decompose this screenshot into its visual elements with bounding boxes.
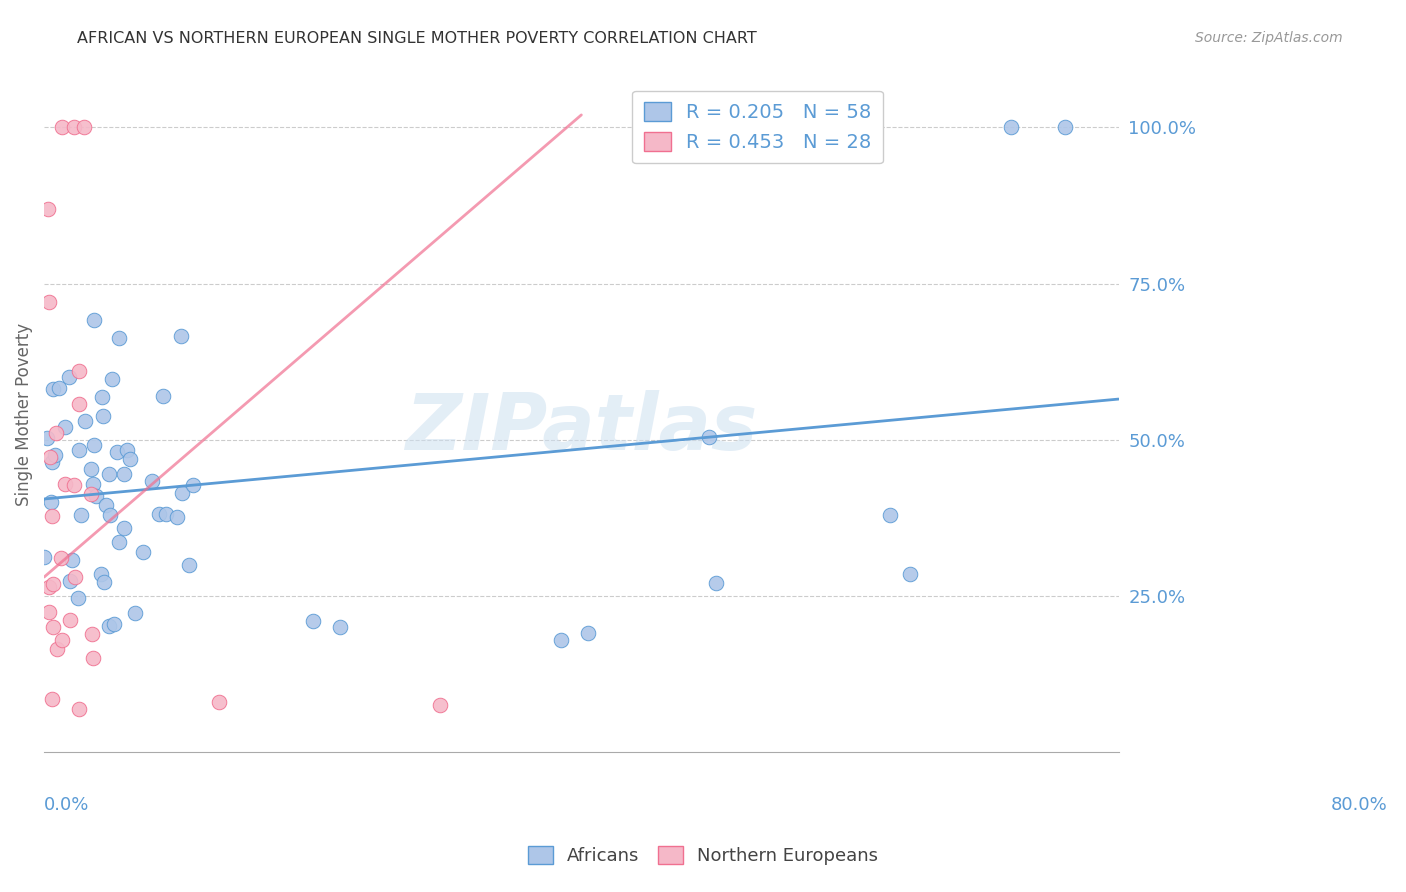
Point: [45, 642, 67, 657]
Point: [48, 381, 70, 395]
Point: [124, 607, 146, 621]
Point: [152, 388, 174, 402]
Point: [169, 329, 191, 343]
Point: [63, 570, 86, 584]
Point: [181, 478, 204, 492]
Point: [67, 364, 90, 378]
Y-axis label: Single Mother Poverty: Single Mother Poverty: [15, 323, 32, 507]
Point: [155, 507, 177, 521]
Point: [97, 467, 120, 481]
Point: [704, 576, 727, 591]
Point: [115, 442, 138, 457]
Point: [63, 478, 86, 492]
Point: [166, 509, 188, 524]
Point: [697, 429, 720, 443]
Point: [1053, 120, 1076, 135]
Point: [42, 620, 65, 634]
Point: [107, 331, 129, 345]
Point: [51, 632, 73, 647]
Point: [93, 574, 115, 589]
Text: Source: ZipAtlas.com: Source: ZipAtlas.com: [1195, 31, 1343, 45]
Point: [91, 409, 114, 424]
Point: [80, 462, 103, 476]
Point: [141, 474, 163, 488]
Point: [208, 695, 231, 709]
Point: [41, 691, 63, 706]
Point: [38, 450, 60, 465]
Point: [112, 521, 135, 535]
Point: [32, 549, 55, 564]
Point: [62, 120, 84, 135]
Point: [42, 577, 65, 591]
Point: [60, 553, 83, 567]
Point: [41, 382, 63, 396]
Point: [44, 448, 66, 462]
Point: [82, 651, 104, 665]
Point: [35, 431, 58, 445]
Point: [69, 508, 91, 523]
Text: 0.0%: 0.0%: [44, 796, 90, 814]
Point: [38, 580, 60, 594]
Point: [67, 443, 90, 458]
Point: [59, 613, 82, 627]
Point: [90, 390, 112, 404]
Point: [67, 702, 90, 716]
Point: [37, 202, 59, 216]
Point: [90, 566, 112, 581]
Point: [66, 591, 89, 606]
Point: [103, 616, 125, 631]
Point: [51, 120, 73, 135]
Point: [97, 619, 120, 633]
Point: [301, 614, 323, 628]
Point: [148, 507, 170, 521]
Point: [429, 698, 451, 712]
Point: [879, 508, 901, 522]
Point: [59, 574, 82, 589]
Point: [94, 498, 117, 512]
Point: [41, 454, 63, 468]
Text: AFRICAN VS NORTHERN EUROPEAN SINGLE MOTHER POVERTY CORRELATION CHART: AFRICAN VS NORTHERN EUROPEAN SINGLE MOTH…: [77, 31, 756, 46]
Point: [49, 551, 72, 566]
Point: [41, 508, 63, 523]
Point: [82, 477, 104, 491]
Point: [38, 605, 60, 619]
Point: [132, 545, 155, 559]
Point: [576, 626, 599, 640]
Point: [53, 476, 76, 491]
Point: [108, 535, 131, 549]
Point: [67, 397, 90, 411]
Point: [82, 627, 104, 641]
Point: [41, 495, 63, 509]
Text: ZIPatlas: ZIPatlas: [405, 390, 758, 467]
Point: [55, 420, 77, 434]
Point: [73, 120, 96, 135]
Point: [112, 467, 135, 481]
Legend: Africans, Northern Europeans: Africans, Northern Europeans: [520, 839, 886, 872]
Point: [550, 632, 572, 647]
Point: [105, 445, 128, 459]
Point: [45, 425, 67, 440]
Point: [98, 508, 121, 523]
Point: [79, 487, 101, 501]
Point: [329, 620, 352, 634]
Point: [118, 451, 141, 466]
Point: [900, 566, 922, 581]
Point: [58, 369, 80, 384]
Text: 80.0%: 80.0%: [1330, 796, 1388, 814]
Point: [179, 558, 201, 572]
Point: [101, 372, 124, 386]
Point: [1000, 120, 1022, 135]
Point: [73, 414, 96, 428]
Point: [84, 489, 107, 503]
Point: [172, 485, 194, 500]
Legend: R = 0.205   N = 58, R = 0.453   N = 28: R = 0.205 N = 58, R = 0.453 N = 28: [631, 90, 883, 163]
Point: [38, 295, 60, 310]
Point: [83, 438, 105, 452]
Point: [83, 312, 105, 326]
